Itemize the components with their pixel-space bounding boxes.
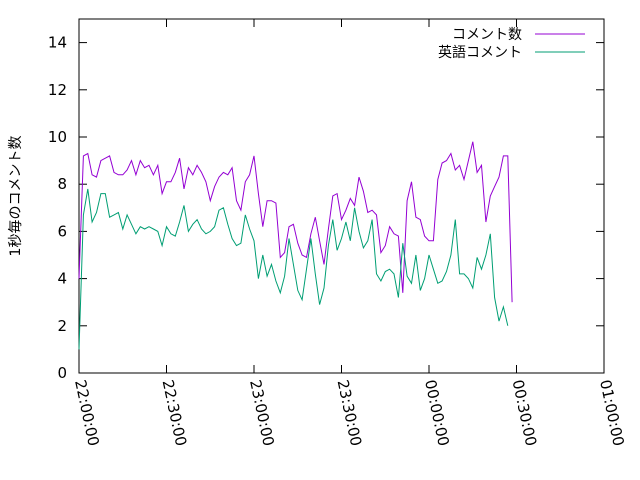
series-line-1 bbox=[78, 141, 513, 303]
y-tick-label: 8 bbox=[57, 175, 67, 193]
y-tick-label: 12 bbox=[48, 81, 67, 99]
y-axis-label: 1秒毎のコメント数 bbox=[8, 136, 24, 257]
x-tick-label: 01:00:00 bbox=[596, 378, 628, 448]
x-tick-label: 22:30:00 bbox=[159, 378, 191, 448]
y-axis: 0 2 4 6 8 10 12 14 bbox=[48, 34, 604, 382]
x-tick-label: 00:30:00 bbox=[509, 378, 541, 448]
x-tick-label: 22:00:00 bbox=[71, 378, 103, 448]
series-layer bbox=[78, 141, 513, 350]
y-tick-label: 14 bbox=[48, 34, 67, 52]
x-tick-label: 23:30:00 bbox=[334, 378, 366, 448]
y-tick-label: 0 bbox=[57, 364, 67, 382]
legend-label-1: コメント数 bbox=[452, 27, 522, 43]
y-tick-label: 10 bbox=[48, 128, 67, 146]
x-tick-label: 00:00:00 bbox=[421, 378, 453, 448]
x-tick-label: 23:00:00 bbox=[246, 378, 278, 448]
x-axis: 22:00:00 22:30:00 23:00:00 23:30:00 00:00:00… bbox=[71, 19, 628, 448]
y-tick-label: 2 bbox=[57, 317, 67, 335]
plot-frame bbox=[78, 18, 605, 374]
y-tick-label: 6 bbox=[57, 222, 67, 240]
series-line-2 bbox=[78, 188, 509, 350]
legend-label-2: 英語コメント bbox=[438, 44, 522, 61]
y-tick-label: 4 bbox=[57, 270, 67, 288]
